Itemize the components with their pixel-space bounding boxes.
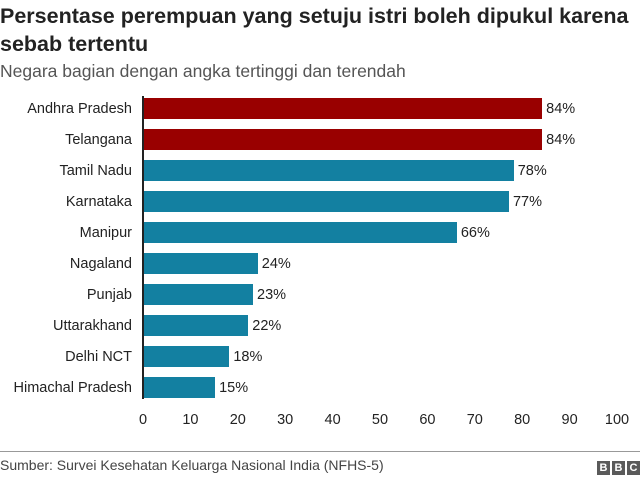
x-tick-label: 40 (324, 412, 341, 428)
footer-divider (0, 451, 640, 452)
value-label: 77% (512, 194, 542, 210)
bbc-logo-b2: B (612, 461, 625, 475)
bar (144, 284, 254, 305)
category-label: Delhi NCT (65, 349, 132, 365)
category-label: Telangana (65, 132, 132, 148)
x-tick-label: 0 (138, 412, 148, 428)
value-label: 84% (546, 132, 576, 148)
x-tick-label: 60 (419, 412, 436, 428)
x-tick-label: 20 (229, 412, 246, 428)
y-axis-line (142, 96, 144, 399)
category-label: Uttarakhand (53, 318, 132, 334)
x-tick-label: 70 (466, 412, 483, 428)
chart-subtitle: Negara bagian dengan angka tertinggi dan… (0, 61, 406, 81)
x-tick-label: 100 (604, 412, 630, 428)
x-tick-label: 90 (561, 412, 578, 428)
source-note: Sumber: Survei Kesehatan Keluarga Nasion… (0, 457, 384, 473)
category-label: Andhra Pradesh (27, 101, 132, 117)
bar (144, 315, 249, 336)
bar (144, 346, 230, 367)
x-tick-label: 10 (182, 412, 199, 428)
bar (144, 191, 509, 212)
chart-title: Persentase perempuan yang setuju istri b… (0, 4, 629, 56)
value-label: 18% (233, 349, 263, 365)
value-label: 15% (219, 380, 249, 396)
category-label: Karnataka (65, 194, 132, 210)
bbc-logo-b1: B (597, 461, 610, 475)
value-label: 24% (261, 256, 291, 272)
value-label: 78% (517, 163, 547, 179)
category-label: Himachal Pradesh (13, 380, 132, 396)
bar (144, 253, 258, 274)
bbc-logo: B B C (597, 461, 640, 475)
value-label: 22% (252, 318, 282, 334)
x-tick-label: 80 (514, 412, 531, 428)
bar (144, 98, 543, 119)
bbc-logo-c: C (627, 461, 640, 475)
category-label: Tamil Nadu (59, 163, 132, 179)
bar (144, 129, 543, 150)
x-tick-label: 50 (371, 412, 389, 428)
category-label: Punjab (86, 287, 132, 303)
value-label: 84% (546, 101, 576, 117)
bar (144, 377, 216, 398)
bar (144, 160, 514, 181)
value-label: 23% (257, 287, 287, 303)
category-label: Manipur (79, 225, 132, 241)
bar (144, 222, 457, 243)
x-tick-label: 30 (277, 412, 294, 428)
category-label: Nagaland (69, 256, 132, 272)
value-label: 66% (460, 225, 490, 241)
